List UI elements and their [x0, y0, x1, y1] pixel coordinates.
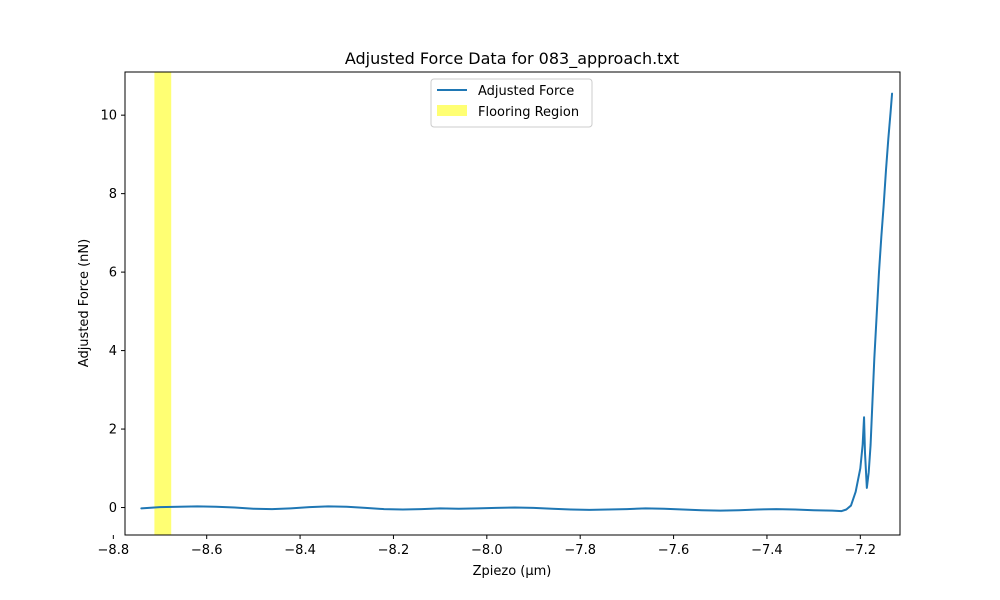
x-tick-label: −8.2	[378, 543, 410, 558]
series-line-adjusted-force	[140, 92, 894, 513]
x-tick-label: −7.4	[751, 543, 783, 558]
legend-region-swatch	[437, 105, 467, 116]
shaded-regions	[154, 72, 172, 535]
legend-label-force: Adjusted Force	[478, 84, 574, 99]
x-tick-label: −8.4	[284, 543, 316, 558]
y-tick-label: 10	[100, 109, 117, 124]
x-tick-label: −7.2	[845, 543, 877, 558]
x-tick-label: −8.0	[471, 543, 503, 558]
y-axis: 0 2 4 6 8 10	[100, 109, 125, 516]
x-axis: −8.8 −8.6 −8.4 −8.2 −8.0 −7.8 −7.6 −7.4 −7.2	[98, 535, 877, 558]
x-tick-label: −8.6	[191, 543, 223, 558]
chart-title: Adjusted Force Data for 083_approach.txt	[345, 49, 679, 69]
y-axis-label: Adjusted Force (nN)	[77, 239, 92, 367]
legend: Adjusted Force Flooring Region	[430, 78, 593, 128]
y-tick-label: 0	[109, 501, 117, 516]
flooring-region-band	[154, 72, 172, 535]
x-tick-label: −7.6	[658, 543, 690, 558]
y-tick-label: 4	[109, 344, 117, 359]
y-tick-label: 2	[109, 423, 117, 438]
plot-area	[124, 71, 901, 536]
x-tick-label: −7.8	[564, 543, 596, 558]
legend-frame	[430, 78, 593, 128]
axes-frame	[124, 71, 901, 536]
x-tick-label: −8.8	[98, 543, 130, 558]
x-axis-label: Zpiezo (μm)	[473, 564, 552, 579]
y-tick-label: 8	[109, 187, 117, 202]
legend-label-region: Flooring Region	[478, 105, 579, 120]
series-lines	[140, 92, 894, 513]
y-tick-label: 6	[109, 266, 117, 281]
